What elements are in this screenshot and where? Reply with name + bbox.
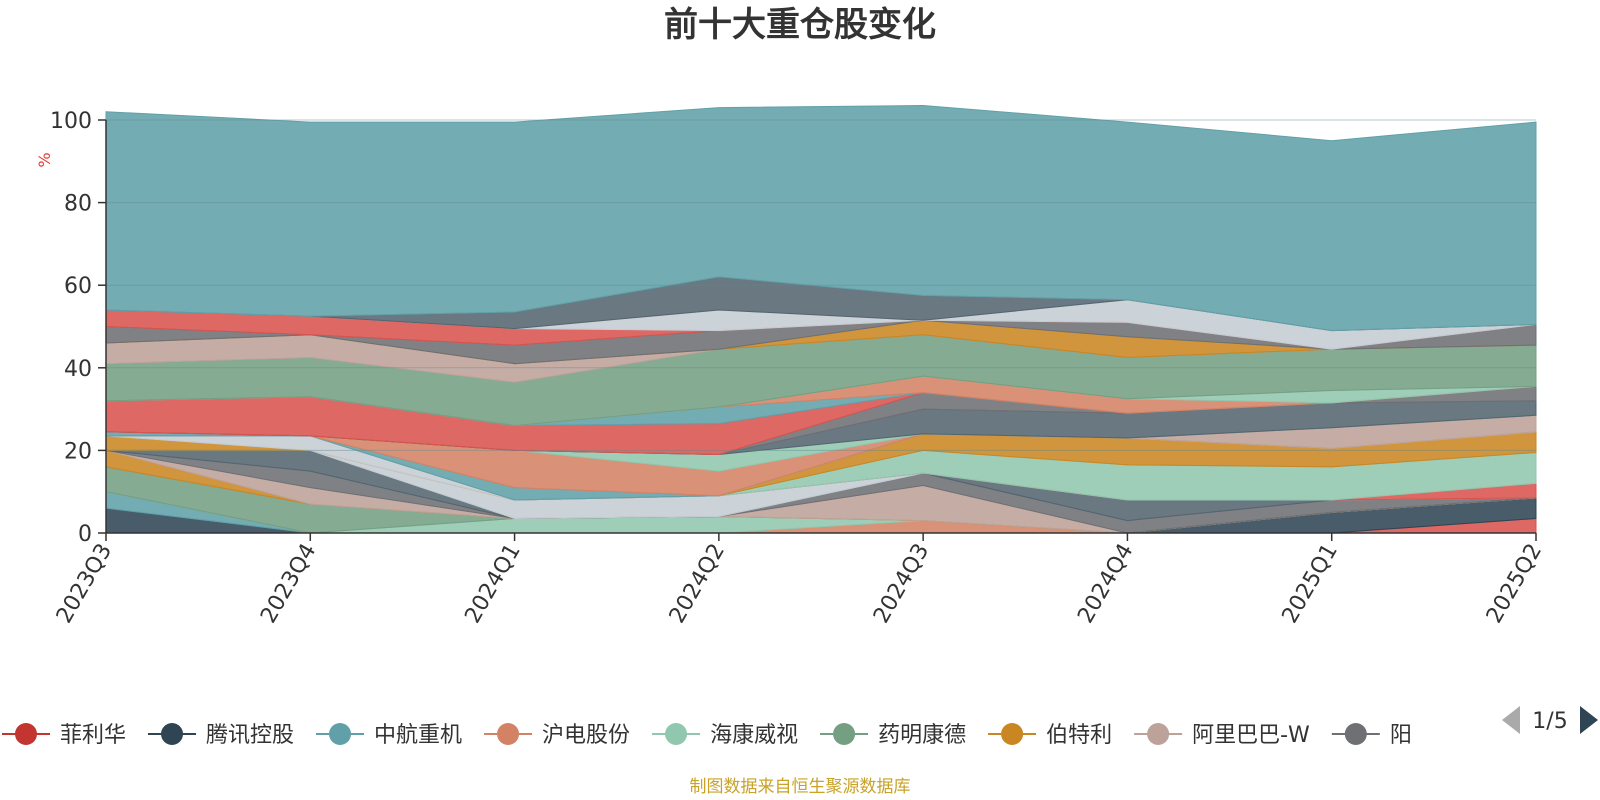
legend-label: 药明康德 — [878, 723, 966, 748]
triangle-right-icon[interactable] — [1580, 706, 1598, 734]
legend-label: 阿里巴巴-W — [1192, 723, 1310, 748]
legend-label: 中航重机 — [374, 723, 462, 748]
legend-label: 海康威视 — [710, 723, 798, 748]
legend-item[interactable]: 药明康德 — [820, 723, 966, 748]
y-tick-label: 80 — [64, 192, 92, 217]
legend-item[interactable]: 腾讯控股 — [148, 723, 294, 748]
legend-label: 腾讯控股 — [206, 723, 294, 748]
legend: 菲利华 腾讯控股 中航重机 沪电股份 海康威视 药明康德 伯特利 阿里巴巴-W 阳 — [2, 723, 1412, 748]
legend-circle-icon — [15, 723, 37, 745]
x-tick-label: 2025Q1 — [1278, 540, 1343, 628]
x-tick-label: 2024Q4 — [1073, 540, 1138, 628]
legend-circle-icon — [833, 723, 856, 745]
area-series-33 — [105, 104, 1537, 332]
legend-item[interactable]: 阿里巴巴-W — [1134, 723, 1310, 748]
y-tick-label: 20 — [64, 439, 92, 464]
legend-item[interactable]: 中航重机 — [316, 723, 462, 748]
legend-item[interactable]: 伯特利 — [988, 723, 1112, 748]
legend-circle-icon — [161, 723, 184, 745]
legend-label: 菲利华 — [60, 723, 126, 748]
legend-item[interactable]: 沪电股份 — [484, 723, 630, 748]
legend-circle-icon — [329, 723, 352, 745]
chart-title: 前十大重仓股变化 — [664, 5, 936, 45]
x-tick-label: 2024Q3 — [869, 540, 934, 628]
legend-item[interactable]: 阳 — [1331, 723, 1412, 748]
legend-item[interactable]: 海康威视 — [652, 723, 798, 748]
legend-page-indicator: 1/5 — [1532, 709, 1567, 734]
x-tick-label: 2023Q3 — [52, 540, 117, 628]
y-tick-label: 0 — [78, 522, 92, 547]
y-axis-label: % — [35, 152, 54, 167]
legend-circle-icon — [1001, 723, 1024, 745]
x-tick-label: 2024Q1 — [460, 540, 525, 628]
legend-label: 沪电股份 — [542, 723, 630, 748]
footer-source-note: 制图数据来自恒生聚源数据库 — [689, 777, 911, 797]
triangle-left-icon[interactable] — [1502, 706, 1520, 734]
legend-circle-icon — [1147, 723, 1170, 745]
area-series-group — [105, 104, 1537, 534]
legend-item[interactable]: 菲利华 — [2, 723, 126, 748]
y-tick-label: 100 — [50, 109, 92, 134]
legend-circle-icon — [665, 723, 688, 745]
y-tick-label: 60 — [64, 274, 92, 299]
x-tick-label: 2024Q2 — [665, 540, 730, 628]
legend-pager: 1/5 — [1502, 706, 1598, 734]
y-tick-label: 40 — [64, 357, 92, 382]
x-tick-label: 2025Q2 — [1482, 540, 1547, 628]
x-tick-label: 2023Q4 — [256, 540, 321, 628]
legend-circle-icon — [497, 723, 520, 745]
legend-label: 伯特利 — [1046, 723, 1112, 748]
legend-circle-icon — [1344, 723, 1367, 745]
legend-label: 阳 — [1390, 723, 1412, 748]
